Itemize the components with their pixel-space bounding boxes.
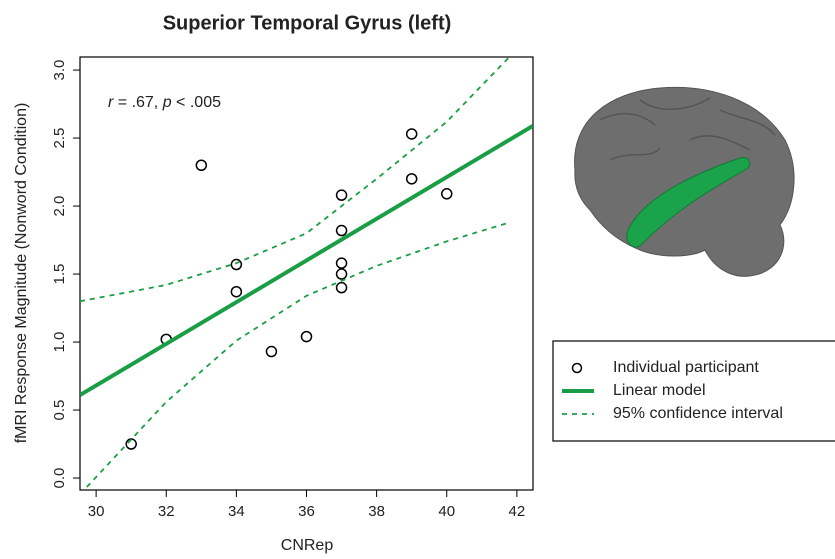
y-tick-label: 0.0 [51,468,68,489]
data-point [337,226,347,236]
legend-label: 95% confidence interval [613,405,783,422]
data-point [442,189,452,199]
chart: Superior Temporal Gyrus (left) CNRep fMR… [0,0,835,559]
brain-illustration [575,87,794,276]
y-tick-label: 0.5 [51,400,68,421]
chart-title: Superior Temporal Gyrus (left) [163,12,452,34]
x-tick-label: 40 [438,503,455,520]
annotation-part: < .005 [172,94,221,111]
y-axis-label: fMRI Response Magnitude (Nonword Conditi… [13,103,30,444]
x-tick-label: 42 [509,503,526,520]
data-point [302,332,312,342]
annotation-part: p [162,94,172,111]
y-tick-label: 1.0 [51,332,68,353]
y-tick-label: 3.0 [51,60,68,81]
data-point [407,174,417,184]
data-point [231,287,241,297]
legend-label: Linear model [613,382,706,399]
regression-line [80,126,533,395]
data-point [407,129,417,139]
data-point [266,347,276,357]
y-tick-label: 2.5 [51,128,68,149]
x-tick-label: 32 [158,503,175,520]
data-point [231,260,241,270]
data-point [337,269,347,279]
data-point [337,190,347,200]
x-tick-label: 34 [228,503,245,520]
annotation-part: = .67, [113,94,162,111]
x-axis-label: CNRep [281,537,334,554]
plot-layer [80,56,533,494]
plot-frame [80,57,533,490]
x-tick-label: 30 [88,503,105,520]
y-tick-label: 1.5 [51,264,68,285]
x-tick-label: 36 [298,503,315,520]
x-tick-label: 38 [368,503,385,520]
data-point [337,283,347,293]
data-point [337,258,347,268]
annotation: r = .67, p < .005 [108,94,221,111]
legend-label: Individual participant [613,359,759,376]
y-tick-label: 2.0 [51,196,68,217]
data-point [196,160,206,170]
